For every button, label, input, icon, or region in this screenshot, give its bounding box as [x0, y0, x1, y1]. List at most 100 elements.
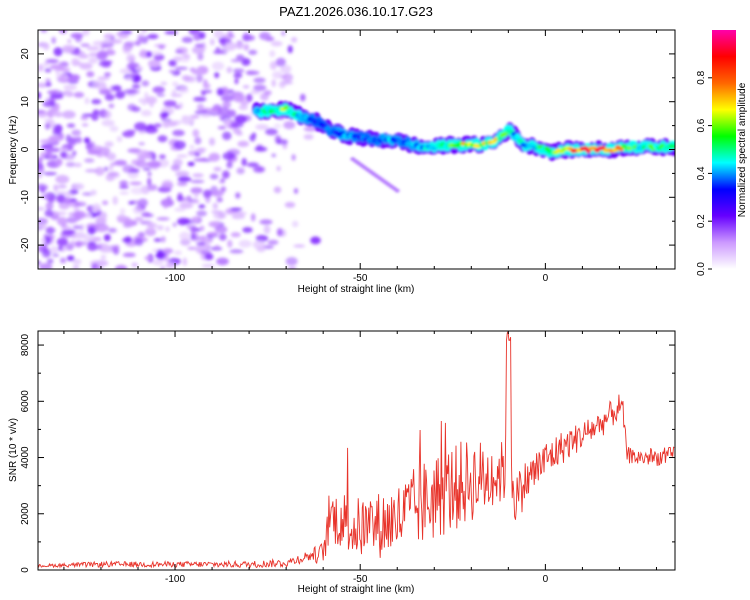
heatmap-noise-blob	[137, 35, 144, 42]
colorbar-strip	[712, 30, 736, 269]
heatmap-noise-blob	[66, 255, 75, 261]
heatmap-noise-blob	[135, 89, 140, 94]
heatmap-noise-blob	[191, 46, 205, 54]
heatmap-noise-blob	[187, 195, 192, 199]
heatmap-noise-blob	[293, 188, 299, 194]
heatmap-noise-blob	[172, 129, 185, 137]
heatmap-noise-blob	[253, 166, 266, 173]
heatmap-noise-blob	[182, 53, 191, 59]
heatmap-noise-blob	[303, 134, 314, 140]
heatmap-noise-blob	[253, 77, 266, 84]
heatmap-noise-blob	[84, 137, 90, 144]
heatmap-noise-blob	[273, 186, 282, 194]
heatmap-noise-blob	[234, 114, 247, 124]
heatmap-noise-blob	[216, 257, 229, 266]
heatmap-noise-blob	[45, 201, 54, 211]
heatmap-noise-blob	[160, 236, 166, 243]
heatmap-noise-blob	[134, 122, 147, 131]
heatmap-noise-blob	[287, 45, 293, 54]
heatmap-noise-blob	[141, 80, 150, 87]
heatmap-noise-blob	[278, 80, 286, 89]
heatmap-noise-blob	[109, 39, 123, 44]
heatmap-noise-blob	[194, 109, 208, 115]
heatmap-noise-blob	[209, 173, 219, 180]
heatmap-noise-blob	[131, 262, 139, 268]
spectrogram-x-tick-label: 0	[543, 273, 549, 284]
heatmap-noise-blob	[207, 112, 221, 116]
heatmap-noise-blob	[63, 191, 72, 196]
heatmap-noise-blob	[106, 171, 121, 179]
heatmap-noise-blob	[230, 58, 244, 63]
heatmap-noise-blob	[115, 90, 125, 99]
heatmap-noise-blob	[96, 154, 104, 158]
heatmap-noise-blob	[149, 99, 154, 108]
heatmap-noise-blob	[88, 52, 100, 57]
heatmap-noise-blob	[72, 231, 86, 239]
heatmap-noise-blob	[217, 107, 230, 116]
heatmap-noise-blob	[146, 51, 152, 58]
heatmap-noise-blob	[194, 148, 205, 155]
heatmap-noise-blob	[214, 72, 220, 79]
heatmap-noise-blob	[38, 157, 43, 164]
heatmap-noise-blob	[138, 98, 145, 103]
heatmap-noise-blob	[202, 83, 211, 89]
heatmap-noise-blob	[283, 121, 296, 130]
heatmap-noise-blob	[194, 43, 205, 48]
heatmap-noise-blob	[233, 72, 243, 79]
heatmap-ridge-core	[496, 136, 503, 141]
snr-series-line	[38, 331, 675, 569]
heatmap-noise-blob	[101, 119, 115, 127]
heatmap-noise-blob	[87, 226, 96, 236]
heatmap-noise-blob	[265, 128, 278, 136]
heatmap-noise-blob	[104, 72, 111, 77]
heatmap-noise-blob	[58, 245, 63, 251]
heatmap-noise-blob	[164, 31, 178, 35]
heatmap-noise-blob	[220, 95, 235, 102]
heatmap-noise-blob	[58, 30, 67, 34]
heatmap-noise-blob	[193, 158, 207, 162]
heatmap-noise-blob	[276, 228, 283, 237]
heatmap-noise-blob	[174, 105, 181, 109]
heatmap-noise-blob	[174, 207, 186, 212]
heatmap-noise-blob	[49, 147, 61, 153]
heatmap-noise-blob	[44, 118, 53, 123]
snr-x-tick-label: -100	[165, 574, 185, 585]
heatmap-noise-blob	[38, 225, 43, 231]
spectrogram-y-tick-label: 20	[20, 48, 31, 60]
heatmap-noise-blob	[53, 124, 63, 133]
heatmap-noise-blob	[73, 210, 86, 220]
heatmap-noise-blob	[146, 128, 154, 133]
heatmap-noise-blob	[270, 40, 283, 47]
snr-y-tick-label: 8000	[20, 333, 31, 356]
heatmap-noise-blob	[95, 166, 105, 176]
heatmap-noise-blob	[242, 227, 253, 233]
heatmap-noise-blob	[218, 37, 227, 44]
heatmap-noise-blob	[264, 36, 275, 42]
heatmap-noise-blob	[47, 90, 58, 95]
heatmap-noise-blob	[137, 231, 145, 238]
heatmap-noise-blob	[41, 223, 47, 230]
heatmap-noise-blob	[122, 164, 136, 174]
heatmap-noise-blob	[173, 250, 182, 256]
heatmap-noise-blob	[293, 244, 306, 248]
heatmap-noise-blob	[140, 109, 152, 117]
spectrogram-y-tick-label: 0	[20, 146, 31, 152]
heatmap-noise-blob	[104, 93, 115, 101]
heatmap-noise-blob	[271, 79, 276, 87]
snr-x-tick-label: 0	[543, 574, 549, 585]
heatmap-noise-blob	[267, 239, 279, 245]
heatmap-noise-blob	[108, 103, 115, 109]
heatmap-noise-blob	[280, 64, 292, 74]
heatmap-noise-blob	[134, 40, 141, 46]
heatmap-noise-blob	[194, 136, 202, 145]
heatmap-noise-blob	[285, 257, 298, 266]
heatmap-ridge-core	[517, 138, 524, 144]
heatmap-noise-blob	[216, 87, 224, 96]
heatmap-noise-blob	[214, 245, 220, 249]
snr-x-label: Height of straight line (km)	[298, 584, 415, 595]
heatmap-noise-blob	[232, 68, 245, 73]
heatmap-noise-blob	[109, 125, 119, 132]
heatmap-noise-blob	[162, 111, 170, 118]
heatmap-noise-blob	[260, 92, 269, 101]
snr-y-tick-label: 2000	[20, 502, 31, 525]
